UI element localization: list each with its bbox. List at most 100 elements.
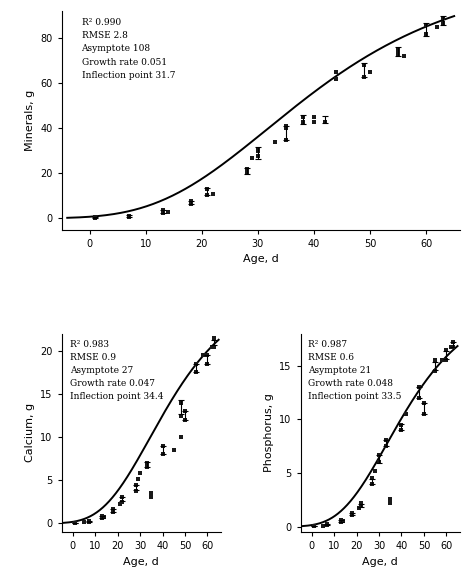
Point [177, 411, 184, 420]
Point [310, 117, 318, 126]
Point [416, 394, 423, 403]
Point [386, 494, 394, 503]
Point [159, 206, 166, 215]
Point [416, 383, 423, 392]
Point [192, 368, 200, 377]
Point [439, 18, 447, 27]
Point [282, 135, 290, 144]
Point [310, 113, 318, 122]
Point [134, 474, 142, 483]
Text: R² 0.983
RMSE 0.9
Asymptote 27
Growth rate 0.047
Inflection point 34.4: R² 0.983 RMSE 0.9 Asymptote 27 Growth ra… [70, 340, 163, 402]
Point [85, 517, 92, 526]
Point [375, 450, 383, 459]
Point [337, 518, 345, 527]
Point [357, 498, 365, 507]
Point [125, 211, 133, 220]
Point [243, 169, 250, 178]
Point [439, 14, 447, 23]
Point [420, 410, 428, 419]
Point [100, 513, 108, 522]
Text: R² 0.987
RMSE 0.6
Asymptote 21
Growth rate 0.048
Inflection point 33.5: R² 0.987 RMSE 0.6 Asymptote 21 Growth ra… [309, 340, 402, 402]
Point [339, 517, 347, 526]
Point [422, 21, 430, 30]
Point [368, 479, 376, 488]
Y-axis label: Minerals, g: Minerals, g [25, 90, 35, 151]
Point [177, 432, 184, 442]
Point [164, 207, 172, 216]
Point [431, 356, 439, 365]
Point [204, 190, 211, 199]
Point [299, 113, 307, 122]
X-axis label: Age, d: Age, d [243, 254, 279, 264]
Point [368, 474, 376, 483]
Point [443, 356, 450, 365]
Point [324, 521, 331, 530]
Point [159, 450, 166, 459]
Point [438, 356, 446, 365]
Point [71, 518, 79, 527]
Point [357, 502, 365, 511]
Point [400, 52, 408, 61]
Point [348, 508, 356, 517]
Point [204, 359, 211, 368]
Point [177, 398, 184, 407]
Point [361, 61, 368, 70]
Point [187, 199, 194, 208]
Point [271, 137, 279, 146]
Y-axis label: Phosphorus, g: Phosphorus, g [264, 394, 273, 472]
Point [337, 516, 345, 525]
Point [118, 497, 126, 506]
Point [449, 337, 457, 347]
Y-axis label: Calcium, g: Calcium, g [25, 403, 35, 462]
Point [254, 152, 262, 161]
Point [71, 518, 79, 527]
Point [434, 23, 441, 32]
Point [366, 67, 374, 77]
Point [348, 510, 356, 519]
Point [159, 441, 166, 450]
Point [109, 507, 117, 517]
Point [319, 521, 327, 530]
Point [355, 504, 363, 513]
Point [210, 333, 218, 343]
Point [394, 50, 402, 59]
Point [116, 500, 124, 509]
Point [98, 514, 106, 523]
Point [398, 426, 405, 435]
Text: R² 0.990
RMSE 2.8
Asymptote 108
Growth rate 0.051
Inflection point 31.7: R² 0.990 RMSE 2.8 Asymptote 108 Growth r… [82, 18, 175, 80]
Point [447, 342, 455, 351]
Point [420, 399, 428, 408]
Point [333, 74, 340, 84]
Point [382, 442, 390, 451]
Point [210, 342, 218, 351]
Point [91, 213, 99, 222]
Point [375, 458, 383, 467]
Point [204, 351, 211, 360]
Point [310, 522, 318, 531]
Point [386, 498, 394, 507]
Point [143, 463, 151, 472]
Point [199, 351, 207, 360]
X-axis label: Age, d: Age, d [362, 557, 398, 566]
Point [159, 208, 166, 217]
Point [125, 212, 133, 221]
Point [254, 146, 262, 156]
Point [321, 117, 329, 126]
Point [118, 493, 126, 502]
Point [80, 518, 88, 527]
Point [282, 121, 290, 130]
Point [333, 67, 340, 77]
Point [361, 72, 368, 81]
Point [181, 407, 189, 416]
Point [91, 213, 99, 223]
Point [187, 197, 194, 206]
Point [132, 486, 139, 495]
Point [402, 410, 410, 419]
Point [324, 520, 331, 529]
Point [431, 367, 439, 376]
Point [170, 446, 178, 455]
X-axis label: Age, d: Age, d [123, 557, 159, 566]
Point [243, 164, 250, 173]
Point [181, 415, 189, 424]
Point [299, 117, 307, 126]
